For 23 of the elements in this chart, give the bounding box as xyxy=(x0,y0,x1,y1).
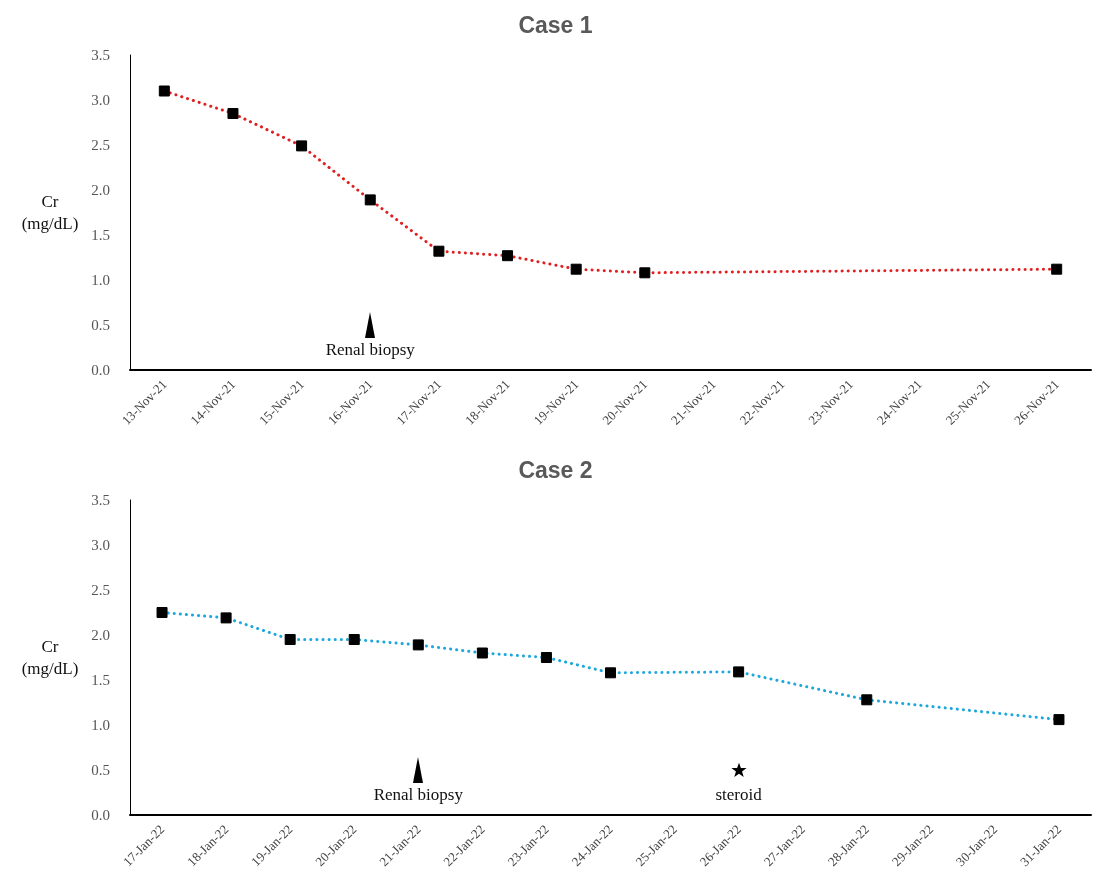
y-tick-label: 0.5 xyxy=(91,317,110,333)
annotation: steroid xyxy=(715,785,762,805)
y-axis-title: Cr (mg/dL) xyxy=(21,192,79,233)
y-tick-label: 2.0 xyxy=(91,182,110,198)
y-tick-label: 3.0 xyxy=(91,92,110,108)
annotation: Renal biopsy xyxy=(373,785,463,805)
y-axis-title: Cr (mg/dL) xyxy=(21,637,79,678)
y-tick-label: 0.5 xyxy=(91,762,110,778)
y-tick-label: 3.5 xyxy=(91,47,110,63)
y-tick-label: 0.0 xyxy=(91,807,110,823)
y-tick-label: 1.0 xyxy=(91,272,110,288)
y-tick-label: 3.0 xyxy=(91,537,110,553)
y-tick-label: 0.0 xyxy=(91,362,110,378)
y-tick-label: 1.0 xyxy=(91,717,110,733)
chart-title: Case 1 xyxy=(518,11,593,38)
y-tick-label: 2.5 xyxy=(91,137,110,153)
y-tick-label: 1.5 xyxy=(91,227,110,243)
y-tick-label: 3.5 xyxy=(91,492,110,508)
y-tick-label: 2.5 xyxy=(91,582,110,598)
y-tick-label: 2.0 xyxy=(91,627,110,643)
y-tick-label: 1.5 xyxy=(91,672,110,688)
chart-title: Case 2 xyxy=(518,456,593,483)
annotation: Renal biopsy xyxy=(325,340,415,360)
